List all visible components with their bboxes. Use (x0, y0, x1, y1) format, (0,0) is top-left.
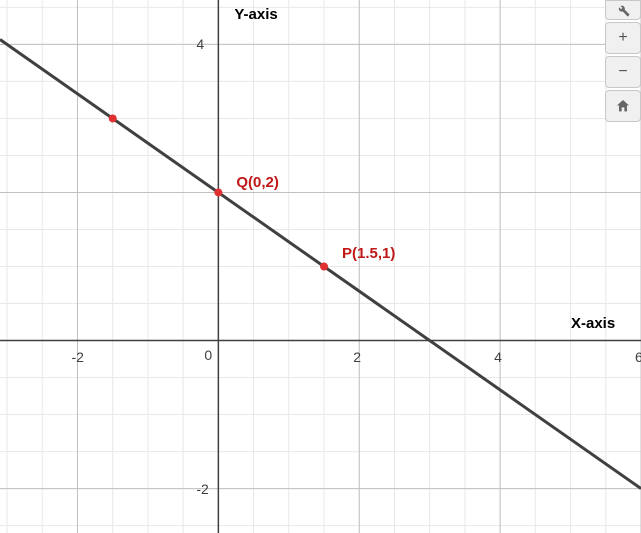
point-label: Q(0,2) (236, 174, 279, 191)
settings-button[interactable] (605, 0, 641, 20)
home-button[interactable] (605, 90, 641, 122)
minus-icon: − (618, 63, 627, 81)
x-tick-label: -2 (71, 349, 83, 365)
plus-icon: + (618, 29, 627, 47)
y-tick-label: -2 (196, 481, 208, 497)
x-tick-label: 2 (353, 349, 361, 365)
plot-point (320, 263, 328, 271)
point-label: P(1.5,1) (342, 245, 395, 262)
plot-point (214, 188, 222, 196)
x-axis-label: X-axis (571, 315, 615, 332)
zoom-out-button[interactable]: − (605, 56, 641, 88)
x-tick-label: 4 (494, 349, 502, 365)
y-axis-label: Y-axis (234, 6, 277, 23)
wrench-icon (615, 2, 631, 18)
toolbar: + − (605, 0, 641, 124)
origin-label: 0 (204, 347, 212, 363)
coordinate-plane (0, 0, 641, 533)
zoom-in-button[interactable]: + (605, 22, 641, 54)
home-icon (615, 98, 631, 114)
x-tick-label: 6 (635, 349, 641, 365)
y-tick-label: 4 (196, 36, 204, 52)
plot-point (109, 114, 117, 122)
plotted-line (0, 40, 641, 489)
